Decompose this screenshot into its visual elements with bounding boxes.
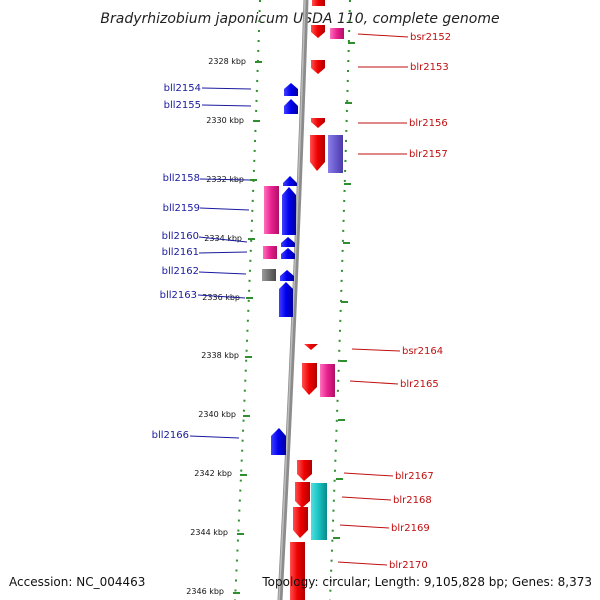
gene-blr2167[interactable]	[297, 460, 312, 481]
kbp-label: 2342 kbp	[194, 469, 232, 478]
kbp-label: 2338 kbp	[201, 351, 239, 360]
feature-blr2165-rna[interactable]	[320, 364, 335, 397]
gene-label[interactable]: bll2155	[164, 100, 201, 111]
gene-blr2168[interactable]	[295, 482, 310, 508]
gene-label[interactable]: bll2166	[152, 430, 189, 441]
gene-label[interactable]: blr2168	[393, 495, 432, 506]
gene-label[interactable]: blr2170	[389, 560, 428, 571]
gene-bll2155[interactable]	[284, 99, 298, 114]
gene-bll2166[interactable]	[271, 428, 286, 455]
gene-label[interactable]: bsr2164	[402, 346, 443, 357]
gene-label[interactable]: blr2165	[400, 379, 439, 390]
gene-blr2165[interactable]	[302, 363, 317, 395]
gene-blr2153[interactable]	[311, 60, 325, 74]
accession-text: Accession: NC_004463	[9, 575, 145, 589]
gene-label[interactable]: blr2169	[391, 523, 430, 534]
genome-backbone	[277, 0, 309, 600]
right-gene-labels: bsr2152 blr2153 blr2156 blr2157 bsr2164 …	[337, 32, 451, 571]
gene-blr2156[interactable]	[311, 118, 325, 128]
gene-bsr2164[interactable]	[304, 344, 318, 350]
gene-label[interactable]: blr2167	[395, 471, 434, 482]
feature-blr2157-misc[interactable]	[328, 135, 343, 173]
gene-label[interactable]: bsr2152	[410, 32, 451, 43]
ruler-outer	[329, 0, 351, 600]
kbp-label: 2346 kbp	[186, 587, 224, 596]
map-title: Bradyrhizobium japonicum USDA 110, compl…	[100, 11, 499, 27]
gene-label[interactable]: blr2157	[409, 149, 448, 160]
other-features	[262, 28, 344, 540]
gene-blr2169[interactable]	[293, 507, 308, 538]
gene-bll2162[interactable]	[280, 270, 294, 281]
gene-bll2158[interactable]	[283, 176, 297, 186]
gene-bll2163[interactable]	[279, 282, 293, 317]
feature-bsr2152-rna[interactable]	[330, 28, 344, 39]
gene-label[interactable]: bll2161	[162, 247, 199, 258]
gene-label[interactable]: bll2154	[164, 83, 201, 94]
kbp-label: 2330 kbp	[206, 116, 244, 125]
feature-bll2162-pseudo[interactable]	[262, 269, 276, 281]
kbp-labels: 2328 kbp 2330 kbp 2332 kbp 2334 kbp 2336…	[186, 57, 246, 596]
genome-backbone-highlight	[278, 0, 306, 600]
gene-label[interactable]: blr2156	[409, 118, 448, 129]
gene-top-partial	[312, 0, 325, 6]
gene-bll2160[interactable]	[281, 237, 295, 247]
kbp-label: 2340 kbp	[198, 410, 236, 419]
reverse-genes	[271, 83, 298, 455]
ruler-inner	[234, 0, 261, 600]
gene-blr2170[interactable]	[290, 542, 305, 600]
gene-bsr2152[interactable]	[311, 25, 325, 38]
gene-blr2157[interactable]	[310, 135, 325, 171]
topology-text: Topology: circular; Length: 9,105,828 bp…	[261, 575, 592, 589]
gene-label[interactable]: bll2160	[162, 231, 199, 242]
feature-blr2168-misc[interactable]	[311, 483, 327, 540]
gene-bll2154[interactable]	[284, 83, 298, 96]
kbp-label: 2336 kbp	[202, 293, 240, 302]
gene-label[interactable]: bll2163	[160, 290, 197, 301]
kbp-label: 2344 kbp	[190, 528, 228, 537]
gene-bll2161[interactable]	[281, 248, 295, 259]
gene-label[interactable]: bll2159	[163, 203, 200, 214]
kbp-ticks	[233, 42, 355, 594]
gene-label[interactable]: blr2153	[410, 62, 449, 73]
feature-bll2159-rna[interactable]	[264, 186, 279, 234]
gene-label[interactable]: bll2162	[162, 266, 199, 277]
forward-genes	[290, 0, 325, 600]
kbp-label: 2334 kbp	[204, 234, 242, 243]
gene-bll2159[interactable]	[282, 187, 296, 235]
left-gene-labels: bll2154 bll2155 bll2158 bll2159 bll2160 …	[152, 83, 252, 441]
feature-bll2161-rna[interactable]	[263, 246, 277, 259]
gene-label[interactable]: bll2158	[163, 173, 200, 184]
kbp-label: 2328 kbp	[208, 57, 246, 66]
